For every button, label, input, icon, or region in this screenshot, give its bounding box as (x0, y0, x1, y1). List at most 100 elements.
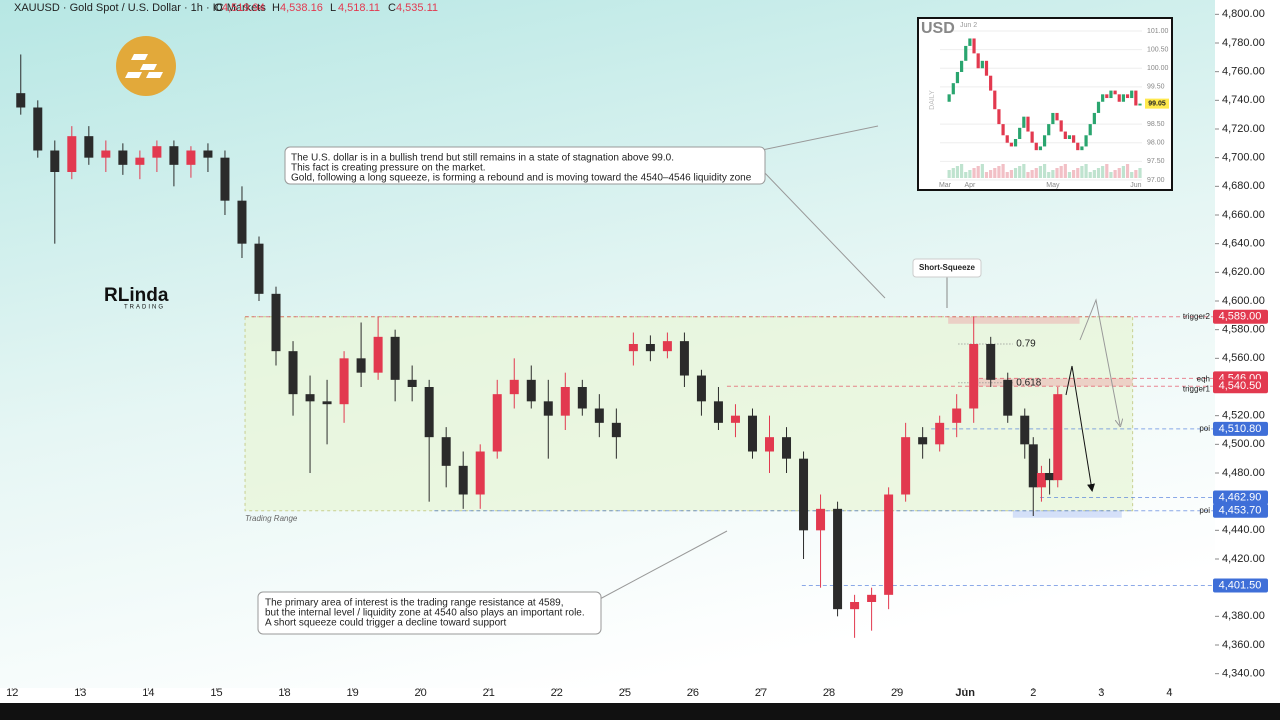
inset-volume (1038, 166, 1043, 178)
candle-body (969, 344, 979, 409)
candle-body (16, 93, 26, 108)
inset-volume (1121, 166, 1126, 178)
level-tag: eqh (1197, 375, 1210, 384)
x-tick-label: 29 (891, 687, 903, 699)
candle-body (84, 136, 94, 158)
inset-candle (1030, 131, 1034, 143)
candle-body (884, 494, 894, 595)
inset-volume (1047, 172, 1051, 178)
inset-candle (984, 60, 989, 76)
brand-sub: TRADING (124, 305, 165, 311)
inset-volume (1125, 164, 1130, 178)
inset-candle (1013, 138, 1018, 147)
candle-body (850, 602, 860, 610)
y-tick-label: 4,640.00 (1222, 238, 1265, 250)
inset-candle (1088, 124, 1092, 136)
inset-y-label: 98.50 (1147, 121, 1165, 128)
price-tag-label: 4,510.80 (1219, 423, 1262, 435)
inset-candle (1055, 112, 1059, 121)
candle-body (679, 341, 689, 376)
price-tag (1213, 503, 1268, 518)
callout-pointer (597, 530, 728, 601)
candle-body (696, 375, 706, 402)
ohlc-value: 4,518.11 (338, 2, 380, 14)
candle-body (1003, 379, 1013, 416)
inset-volume (993, 168, 997, 178)
inset-x-label: Apr (964, 182, 976, 189)
inset-candle (1117, 94, 1121, 102)
candle-body (1020, 415, 1030, 445)
inset-volume (1034, 168, 1038, 178)
candle-body (237, 200, 247, 244)
inset-title: USD (921, 20, 955, 37)
inset-candle (1022, 116, 1026, 128)
arrow (1079, 298, 1120, 425)
fib-label: 0.79 (1016, 339, 1036, 350)
price-tag-label: 4,589.00 (1219, 311, 1262, 323)
inset-candle (972, 38, 976, 54)
price-tag (1213, 490, 1268, 505)
inset-candle (1051, 112, 1055, 125)
annotation-text: but the internal level / liquidity zone … (265, 608, 585, 619)
inset-candle (1047, 124, 1051, 136)
inset-volume (955, 166, 960, 178)
y-tick-label: 4,700.00 (1222, 152, 1265, 164)
inset-side: DAILY (929, 90, 936, 110)
inset-volume (1130, 172, 1134, 178)
inset-candle (1059, 120, 1063, 132)
x-tick-label: 22 (551, 687, 563, 699)
inset-candle (1067, 135, 1072, 139)
x-tick-label: 21 (483, 687, 495, 699)
candle-body (577, 387, 587, 409)
y-tick-label: 4,560.00 (1222, 352, 1265, 364)
candle-body (254, 243, 264, 294)
y-tick-label: 4,600.00 (1222, 295, 1265, 307)
candle-body (67, 136, 77, 172)
inset-volume (997, 166, 1001, 178)
arrow (1065, 365, 1073, 396)
price-tag-label: 4,462.90 (1219, 491, 1262, 503)
inset-volume (1001, 164, 1005, 178)
inset-candle (964, 45, 968, 61)
inset-y-label: 99.50 (1147, 84, 1165, 91)
logo-icon (125, 54, 163, 78)
inset-volume (1134, 170, 1138, 178)
inset-volume (1113, 170, 1117, 178)
inset-candle (1109, 90, 1113, 99)
inset-y-label: 97.50 (1147, 158, 1165, 165)
inset-candle (1034, 142, 1038, 151)
x-tick-label: 3 (1098, 687, 1104, 699)
inset-candle (947, 94, 951, 102)
inset-date: Jun 2 (960, 22, 977, 29)
inset-candle (1084, 135, 1088, 147)
inset-volume (980, 164, 984, 178)
callout-pointer (761, 125, 886, 299)
inset-volume (1051, 170, 1055, 178)
inset-volume (1096, 168, 1101, 178)
inset-volume (1138, 168, 1142, 178)
inset-volume (1084, 164, 1088, 178)
x-tick-label: 27 (755, 687, 767, 699)
candle-body (220, 157, 230, 201)
inset-candle (1130, 90, 1134, 99)
y-tick-label: 4,620.00 (1222, 266, 1265, 278)
candle-body (730, 415, 740, 423)
annotation-text: This fact is creating pressure on the ma… (291, 163, 486, 174)
candle-body (118, 150, 128, 165)
candle-body (816, 508, 826, 531)
inset-candle (1096, 101, 1101, 113)
inset-y-label: 101.00 (1147, 28, 1169, 35)
candle-body (305, 394, 315, 402)
inset-candle (1076, 142, 1080, 151)
x-tick-label: 28 (823, 687, 835, 699)
candle-body (560, 387, 570, 416)
inset-candle (1125, 94, 1130, 99)
inset-candle (1026, 116, 1030, 132)
candle-body (833, 508, 843, 610)
inset-candle (1080, 146, 1084, 151)
candle-body (662, 341, 672, 352)
candle-body (747, 415, 757, 452)
inset-y-label: 97.00 (1147, 177, 1165, 184)
candle-body (203, 150, 213, 158)
